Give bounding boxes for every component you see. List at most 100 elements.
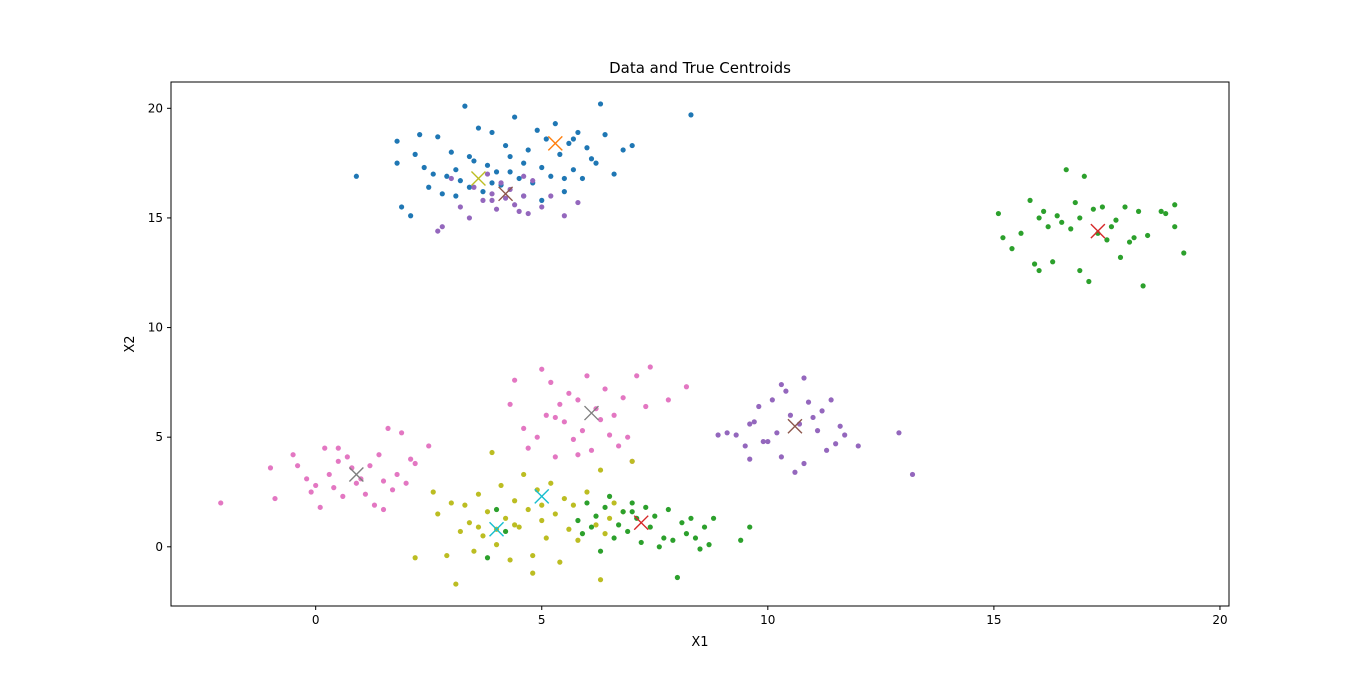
- data-point: [516, 524, 522, 530]
- data-point: [606, 432, 613, 438]
- data-point: [489, 180, 495, 186]
- data-point: [539, 366, 545, 372]
- data-point: [1027, 197, 1033, 203]
- data-point: [647, 364, 653, 370]
- data-point: [620, 509, 626, 515]
- data-point: [534, 434, 540, 440]
- data-point: [548, 379, 554, 385]
- data-point: [1009, 246, 1015, 252]
- data-point: [742, 443, 748, 449]
- data-point: [896, 430, 902, 436]
- data-point: [756, 403, 762, 410]
- data-point: [539, 517, 545, 524]
- data-point: [493, 169, 500, 175]
- data-point: [1054, 213, 1060, 219]
- data-point: [480, 533, 486, 539]
- data-point: [683, 531, 690, 537]
- data-point: [272, 495, 278, 502]
- data-point: [1135, 208, 1142, 214]
- data-point: [539, 164, 545, 171]
- data-point: [1050, 259, 1056, 265]
- data-point: [638, 539, 644, 546]
- data-point: [787, 412, 794, 418]
- data-point: [444, 552, 450, 559]
- data-point: [516, 208, 522, 214]
- data-point: [1036, 215, 1042, 221]
- data-point: [290, 452, 296, 458]
- data-point: [701, 524, 708, 530]
- data-point: [602, 132, 608, 138]
- data-point: [575, 517, 581, 524]
- data-point: [697, 546, 703, 552]
- data-point: [498, 482, 504, 489]
- data-point: [584, 500, 590, 506]
- data-point: [1081, 173, 1087, 179]
- data-point: [453, 193, 459, 199]
- data-point: [521, 193, 527, 199]
- data-point: [778, 381, 784, 388]
- data-point: [814, 428, 821, 434]
- data-point: [1131, 235, 1137, 241]
- centroid-marker-stroke: [489, 521, 505, 537]
- data-point: [435, 134, 441, 140]
- data-point: [1113, 217, 1119, 223]
- data-point: [475, 491, 482, 497]
- x-tick-label: 15: [986, 613, 1001, 627]
- data-point: [570, 436, 577, 442]
- data-point: [760, 438, 766, 445]
- data-point: [512, 498, 518, 504]
- data-point: [805, 399, 812, 405]
- data-point: [566, 140, 572, 146]
- data-point: [304, 476, 310, 482]
- data-point: [394, 471, 400, 478]
- data-point: [525, 147, 531, 153]
- data-point: [995, 210, 1002, 217]
- data-point: [1086, 278, 1092, 285]
- x-tick-label: 5: [538, 613, 546, 627]
- data-point: [398, 204, 405, 210]
- data-point: [570, 502, 577, 508]
- data-point: [507, 401, 513, 407]
- centroid-marker-stroke: [547, 135, 563, 151]
- data-point: [674, 574, 680, 581]
- data-point: [1108, 224, 1115, 230]
- data-point: [475, 524, 482, 530]
- data-point: [521, 160, 527, 166]
- data-point: [1099, 204, 1106, 210]
- data-point: [308, 489, 314, 495]
- data-point: [629, 500, 635, 506]
- cluster-blue-top: [353, 101, 694, 219]
- data-point: [597, 417, 604, 423]
- data-point: [480, 197, 486, 203]
- data-point: [1117, 254, 1124, 260]
- data-point: [611, 171, 617, 177]
- centroid-brown-top: [498, 186, 514, 202]
- data-point: [489, 197, 495, 203]
- data-point: [810, 414, 816, 421]
- data-point: [462, 103, 468, 109]
- plot-frame: [170, 81, 1230, 607]
- centroid-marker-stroke: [534, 488, 550, 504]
- data-point: [466, 520, 473, 526]
- centroid-marker-stroke: [348, 466, 364, 482]
- data-point: [408, 213, 414, 219]
- centroid-gray-mid: [583, 405, 599, 421]
- data-point: [1059, 219, 1065, 225]
- data-point: [335, 458, 341, 464]
- data-point: [453, 167, 459, 173]
- data-point: [557, 151, 563, 157]
- data-point: [493, 206, 500, 212]
- data-point: [1045, 224, 1051, 230]
- y-axis-label: X2: [123, 335, 138, 352]
- data-point: [430, 171, 436, 177]
- data-point: [548, 480, 554, 486]
- centroid-red-bottom: [633, 515, 649, 531]
- data-point: [417, 132, 423, 138]
- data-point: [512, 114, 518, 120]
- data-point: [466, 153, 473, 160]
- data-point: [692, 535, 699, 541]
- data-point: [539, 204, 545, 210]
- data-point: [340, 493, 346, 499]
- data-point: [507, 169, 513, 175]
